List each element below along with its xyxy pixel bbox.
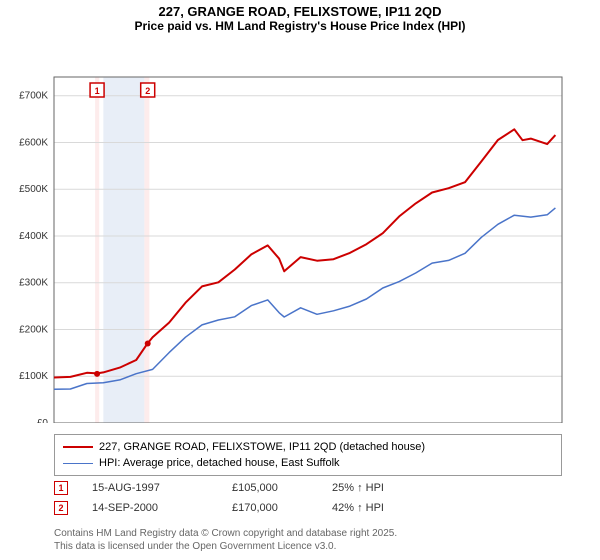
sale-pct: 25% ↑ HPI — [332, 482, 384, 494]
attribution-line1: Contains HM Land Registry data © Crown c… — [54, 528, 397, 541]
sale-row: 2 14-SEP-2000£170,00042% ↑ HPI — [54, 498, 384, 518]
sale-marker-num: 2 — [145, 86, 150, 96]
legend-box: 227, GRANGE ROAD, FELIXSTOWE, IP11 2QD (… — [54, 434, 562, 476]
attribution-text: Contains HM Land Registry data © Crown c… — [54, 528, 397, 553]
y-tick-label: £600K — [19, 137, 48, 148]
chart-title-address: 227, GRANGE ROAD, FELIXSTOWE, IP11 2QD — [0, 4, 600, 19]
attribution-line2: This data is licensed under the Open Gov… — [54, 541, 397, 554]
sale-point — [145, 341, 151, 347]
y-tick-label: £0 — [37, 418, 49, 423]
sales-table: 1 15-AUG-1997£105,00025% ↑ HPI 2 14-SEP-200… — [54, 478, 384, 518]
sale-price: £170,000 — [232, 502, 332, 514]
price-chart: £0£100K£200K£300K£400K£500K£600K£700K199… — [0, 33, 600, 423]
sale-row: 1 15-AUG-1997£105,00025% ↑ HPI — [54, 478, 384, 498]
sale-row-marker: 1 — [54, 481, 68, 495]
y-tick-label: £200K — [19, 324, 48, 335]
legend-label: 227, GRANGE ROAD, FELIXSTOWE, IP11 2QD (… — [99, 441, 425, 453]
legend-row: HPI: Average price, detached house, East… — [63, 455, 553, 471]
sale-row-marker: 2 — [54, 501, 68, 515]
chart-title-sub: Price paid vs. HM Land Registry's House … — [0, 19, 600, 33]
y-tick-label: £700K — [19, 91, 48, 102]
sale-date: 14-SEP-2000 — [92, 502, 232, 514]
sale-point — [94, 371, 100, 377]
legend-swatch — [63, 446, 93, 448]
y-tick-label: £400K — [19, 231, 48, 242]
sale-date: 15-AUG-1997 — [92, 482, 232, 494]
y-tick-label: £500K — [19, 184, 48, 195]
legend-swatch — [63, 463, 93, 464]
sale-price: £105,000 — [232, 482, 332, 494]
y-tick-label: £100K — [19, 371, 48, 382]
y-tick-label: £300K — [19, 278, 48, 289]
legend-row: 227, GRANGE ROAD, FELIXSTOWE, IP11 2QD (… — [63, 439, 553, 455]
sale-marker-num: 1 — [95, 86, 100, 96]
legend-label: HPI: Average price, detached house, East… — [99, 457, 340, 469]
sale-pct: 42% ↑ HPI — [332, 502, 384, 514]
